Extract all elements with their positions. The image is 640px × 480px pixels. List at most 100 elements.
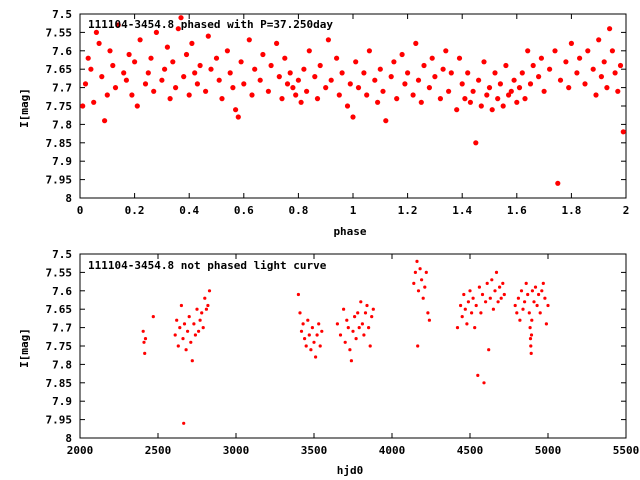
data-point <box>192 322 196 326</box>
data-point <box>454 107 460 113</box>
data-point <box>620 129 626 135</box>
data-point <box>304 88 310 94</box>
x-tick-label: 5500 <box>613 444 640 457</box>
data-point <box>577 55 583 61</box>
data-point <box>418 267 422 271</box>
x-tick-label: 0.4 <box>179 204 199 217</box>
data-point <box>415 259 419 263</box>
data-point <box>529 351 533 355</box>
data-point <box>547 66 553 72</box>
data-point <box>491 307 495 311</box>
y-tick-label: 7.85 <box>46 377 73 390</box>
x-tick-label: 2500 <box>145 444 172 457</box>
y-tick-labels: 7.5 7.55 7.6 7.65 7.7 7.75 7.8 7.85 7.9 7.95 8 <box>46 8 73 205</box>
data-point <box>320 329 324 333</box>
data-point <box>227 70 233 76</box>
data-point <box>143 337 148 341</box>
data-point <box>513 303 517 308</box>
data-point <box>474 303 478 308</box>
x-tick-label: 2 <box>623 204 630 217</box>
data-point <box>421 62 427 69</box>
data-point <box>388 74 394 80</box>
data-point <box>533 285 538 289</box>
data-point <box>82 81 89 87</box>
y-tick-label: 7.65 <box>46 303 73 316</box>
x-tick-label: 1 <box>350 204 357 217</box>
data-point <box>349 359 353 363</box>
data-point <box>249 92 255 98</box>
data-point <box>129 92 135 98</box>
data-point <box>356 311 360 315</box>
data-point <box>486 85 493 91</box>
data-point <box>216 77 222 83</box>
y-tick-label: 7.8 <box>52 118 72 131</box>
data-point <box>405 70 411 76</box>
data-point <box>410 92 416 98</box>
data-point <box>207 289 212 293</box>
data-point <box>593 92 599 98</box>
data-point <box>198 318 202 322</box>
data-point <box>544 322 549 326</box>
x-tick-labels: 2000 2500 3000 3500 4000 4500 5000 5500 <box>67 444 640 457</box>
data-point <box>137 37 143 43</box>
data-point <box>96 40 102 47</box>
data-point <box>459 81 465 87</box>
data-point <box>480 292 485 297</box>
data-point <box>303 337 307 341</box>
data-point <box>443 48 449 54</box>
data-point <box>317 62 323 69</box>
data-point <box>555 180 561 186</box>
data-point <box>482 381 486 385</box>
data-point <box>537 292 541 297</box>
data-point <box>612 70 618 76</box>
data-point <box>377 66 383 72</box>
data-point <box>355 85 362 91</box>
x-tick-label: 4500 <box>457 444 484 457</box>
data-point <box>484 300 488 304</box>
data-point <box>190 359 194 363</box>
data-point <box>582 81 588 87</box>
x-tick-label: 1.2 <box>398 204 418 217</box>
data-point <box>467 99 473 105</box>
data-point <box>318 344 322 348</box>
data-point <box>317 322 321 326</box>
data-point <box>197 329 201 333</box>
data-point <box>418 99 424 105</box>
data-point <box>282 55 288 61</box>
data-point <box>489 107 495 113</box>
x-axis-label-phased: phase <box>333 225 366 238</box>
data-point <box>473 140 479 146</box>
data-point <box>494 270 499 274</box>
data-point <box>314 355 318 359</box>
data-point <box>484 92 490 98</box>
data-point <box>522 96 528 102</box>
data-point <box>293 92 299 98</box>
data-point <box>470 311 474 315</box>
data-point <box>479 311 483 315</box>
data-point <box>274 40 280 47</box>
data-point <box>424 270 428 274</box>
data-point <box>415 77 422 83</box>
data-point <box>153 29 159 35</box>
data-point <box>115 22 121 28</box>
data-point <box>440 66 446 72</box>
data-point <box>181 74 187 80</box>
data-point <box>518 318 522 322</box>
data-point <box>516 296 521 300</box>
data-point <box>339 70 345 76</box>
data-point <box>208 66 214 72</box>
data-point <box>110 62 116 69</box>
data-point <box>338 333 343 337</box>
data-point <box>481 59 487 65</box>
data-point <box>112 85 119 91</box>
data-point <box>521 307 525 311</box>
x-tick-label: 1.6 <box>507 204 527 217</box>
data-point <box>459 303 463 308</box>
y-axis-label-phased: I[mag] <box>18 88 31 128</box>
data-point <box>182 421 186 425</box>
data-point <box>529 344 533 348</box>
phased-light-curve-chart: 0 0.2 0.4 0.6 0.8 1 1.2 1.4 1.6 1.8 2 7.57.557.67.… <box>18 8 629 238</box>
data-point <box>287 70 293 76</box>
data-point <box>360 322 364 326</box>
data-point <box>598 74 605 80</box>
